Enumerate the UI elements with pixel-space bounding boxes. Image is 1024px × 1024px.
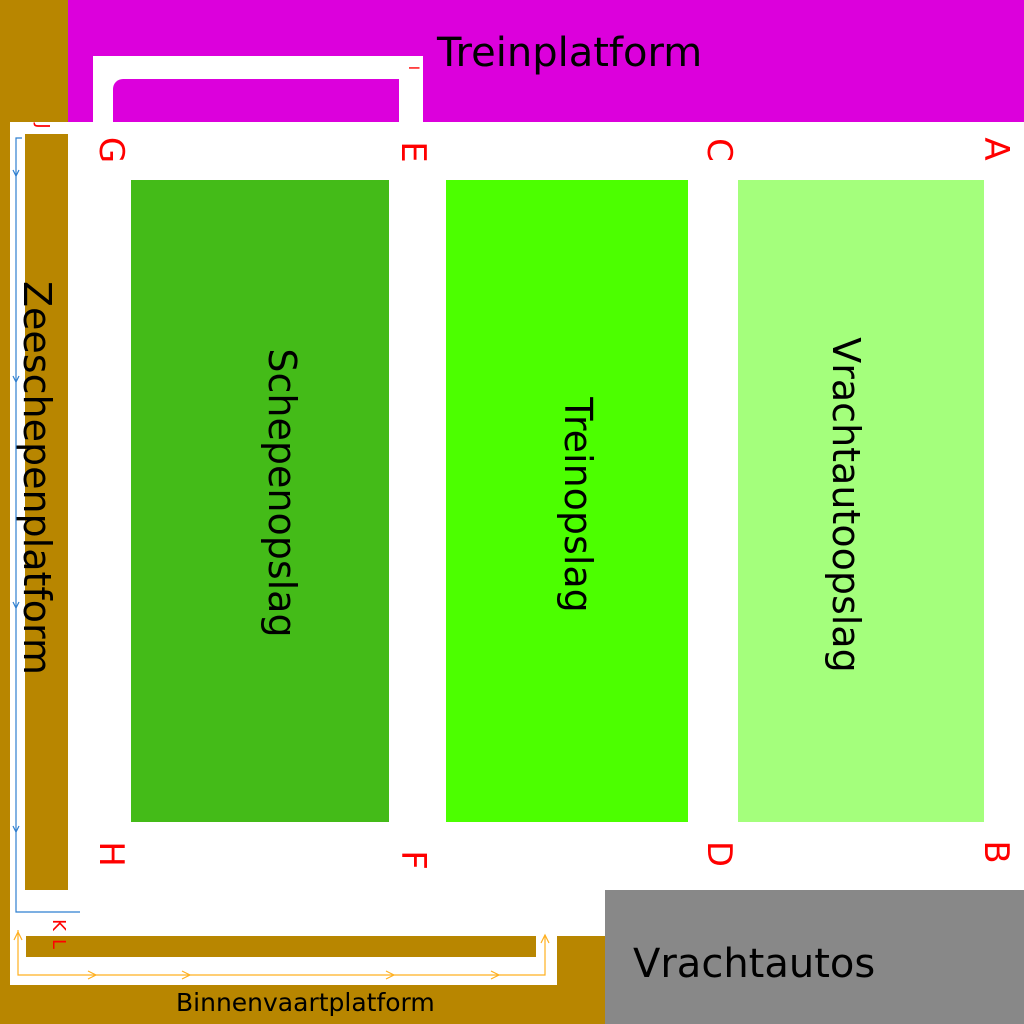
train-platform-label: Treinplatform: [437, 30, 703, 76]
ship-storage-block: [131, 180, 389, 822]
trucks-label: Vrachtautos: [633, 941, 876, 987]
orange-route-line: [13, 930, 550, 980]
inland-right-notch: [557, 936, 605, 985]
blue-route-line: [12, 137, 80, 913]
train-loop-inner: [113, 79, 399, 122]
inland-platform-bar: [26, 936, 536, 957]
truck-storage-block: [738, 180, 984, 822]
inland-platform-label: Binnenvaartplatform: [176, 988, 435, 1017]
sea-ship-platform: [25, 134, 68, 904]
trucks-area: [605, 890, 1024, 1024]
inland-bottom-band: [0, 985, 605, 1024]
train-storage-block: [446, 180, 688, 822]
